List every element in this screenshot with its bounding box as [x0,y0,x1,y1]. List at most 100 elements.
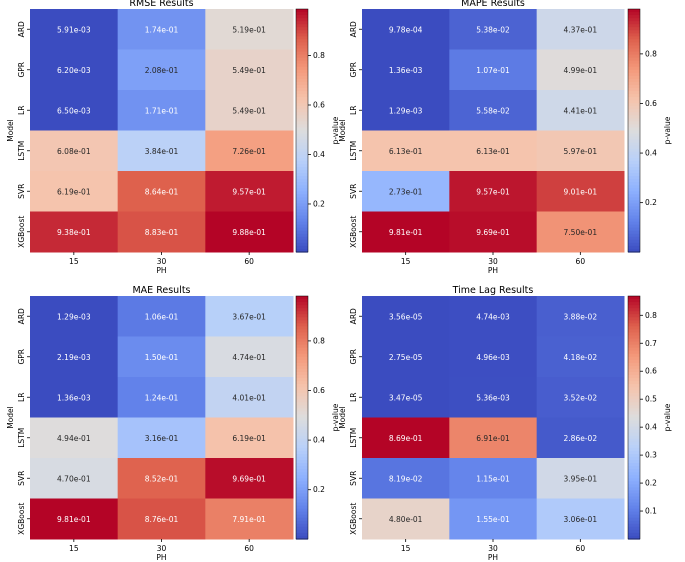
colorbar-segment [628,21,640,25]
colorbar-segment [628,72,640,77]
x-tick-label: 60 [576,544,586,553]
cell-value-label: 6.13e-01 [476,147,510,156]
colorbar-segment [628,535,640,540]
heatmap-cell [362,171,450,212]
cell-value-label: 5.38e-02 [476,25,510,34]
colorbar-segment [296,176,308,180]
colorbar-segment [296,185,308,189]
colorbar-segment [628,402,640,406]
colorbar-segment [296,384,308,388]
colorbar-segment [628,200,640,204]
colorbar-segment [628,435,640,440]
colorbar-segment [628,505,640,510]
colorbar-segment [628,299,640,303]
colorbar-segment [628,18,640,22]
colorbar-segment [628,332,640,337]
colorbar-segment [628,529,640,534]
colorbar-segment [628,106,640,110]
colorbar-segment [296,81,308,86]
y-tick-label: ARD [349,308,358,324]
colorbar-segment [628,48,640,53]
colorbar-segment [296,371,308,376]
cell-value-label: 9.88e-01 [232,228,266,237]
colorbar-label: p-value [331,403,340,431]
colorbar-segment [628,356,640,361]
colorbar-frame [295,8,309,253]
cell-value-label: 1.06e-01 [145,312,179,321]
colorbar-segment [628,493,640,498]
x-tick-label: 15 [69,257,79,266]
colorbar-segment [628,423,640,428]
cell-value-label: 9.01e-01 [564,187,598,196]
colorbar-tick-label: 0.8 [313,51,325,60]
colorbar-segment [296,417,308,422]
colorbar-segment [296,332,308,337]
colorbar-segment [628,87,640,92]
x-axis-label: PH [156,266,166,275]
colorbar-segment [296,493,308,498]
colorbar-segment [628,154,640,159]
colorbar-segment [628,414,640,419]
heatmap-cell [536,336,625,378]
colorbar-segment [296,212,308,217]
colorbar-segment [628,490,640,495]
colorbar-tick-label: 0.8 [645,49,657,58]
heatmap-cell [117,9,206,50]
colorbar-segment [296,30,308,34]
colorbar-segment [296,27,308,31]
colorbar-segment [628,33,640,37]
heatmap-cell [449,130,538,172]
colorbar-segment [296,188,308,192]
colorbar-segment [296,472,308,476]
colorbar-segment [296,435,308,440]
colorbar-segment [628,429,640,434]
cell-value-label: 6.91e-01 [476,434,510,443]
colorbar-segment [296,329,308,334]
heatmap-cell [536,458,625,499]
heatmap-cell [205,9,294,50]
heatmap-cell [449,49,538,91]
heatmap-cell [205,296,294,337]
x-tick-label: 15 [401,544,411,553]
colorbar-frame [295,295,309,540]
colorbar-segment [628,182,640,186]
cell-value-label: 1.74e-01 [145,25,179,34]
colorbar-segment [296,157,308,162]
heatmap-cell [449,498,538,540]
colorbar-segment [296,408,308,413]
heatmap-cell [362,377,450,418]
heatmap-cell [362,417,450,459]
colorbar-segment [628,133,640,138]
colorbar-segment [628,420,640,425]
colorbar-label: p-value [663,116,672,144]
cell-value-label: 5.58e-02 [476,106,510,115]
colorbar-segment [628,396,640,400]
x-tick-label: 30 [488,257,498,266]
y-tick-label: LSTM [17,141,26,161]
cell-value-label: 4.94e-01 [57,434,91,443]
colorbar-segment [296,42,308,47]
colorbar-segment [296,148,308,153]
colorbar-segment [296,314,308,318]
colorbar-segment [296,239,308,244]
colorbar-segment [296,9,308,13]
colorbar-segment [296,378,308,382]
colorbar-segment [296,209,308,214]
colorbar-tick-label: 0.5 [645,395,657,404]
x-tick-label: 60 [244,257,254,266]
heatmap-cell [536,90,625,131]
heatmap-panel-1: RMSE Results 5.91e-03 1.74e-01 5.19e-01 6.20… [6,0,340,275]
cell-value-label: 1.24e-01 [145,393,179,402]
cell-value-label: 6.19e-01 [57,187,91,196]
colorbar-segment [628,499,640,504]
colorbar-segment [628,39,640,44]
cell-value-label: 9.57e-01 [232,187,266,196]
colorbar-segment [296,248,308,253]
colorbar-segment [628,365,640,370]
colorbar-segment [296,396,308,400]
colorbar-segment [296,390,308,394]
colorbar-segment [296,514,308,519]
colorbar-segment [628,350,640,355]
cell-value-label: 3.06e-01 [564,515,598,524]
